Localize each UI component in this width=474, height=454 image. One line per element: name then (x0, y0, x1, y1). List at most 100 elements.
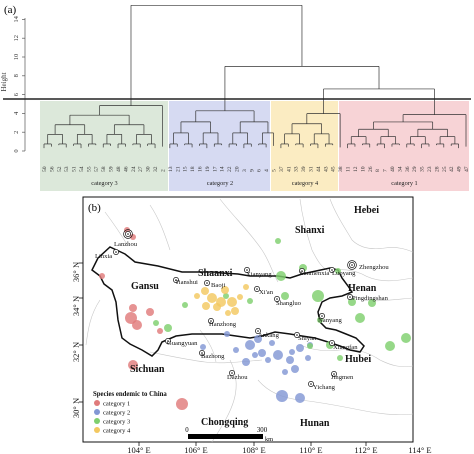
leaf-label: 43 (323, 166, 329, 172)
leaf-label: 33 (294, 166, 300, 172)
leaf-labels: 50 56 52 53 51 54 55 57 58 59 48 46 24 27 30 32 2 13 21 15 1… (42, 166, 470, 172)
leaf-label: 6 (257, 169, 263, 172)
city-marker-dot (231, 372, 233, 374)
occurrence-point (355, 313, 365, 323)
leaf-label: 56 (49, 166, 55, 172)
city-marker-dot (276, 298, 278, 300)
occurrence-point (247, 298, 253, 304)
province-gansu: Gansu (131, 281, 159, 292)
province-shaanxi: Shaanxi (198, 268, 233, 279)
legend-swatch (94, 400, 100, 406)
city-marker-dot (115, 251, 117, 253)
panel-a-label: (a) (4, 4, 17, 16)
leaf-label: 26 (368, 166, 374, 172)
leaf-label: 27 (138, 166, 144, 172)
city-marker-dot (333, 373, 335, 375)
occurrence-point (252, 352, 258, 358)
occurrence-point (200, 344, 206, 350)
occurrence-point (207, 293, 217, 303)
city-ankang: Ankang (258, 332, 280, 339)
leaf-label: 2 (160, 169, 166, 172)
occurrence-point (202, 302, 210, 310)
leaf-label: 16 (197, 166, 203, 172)
province-henan: Henan (348, 283, 377, 294)
province-hubei: Hubei (345, 354, 371, 365)
occurrence-point (296, 344, 304, 352)
city-xiangfan: Xiangfan (333, 344, 358, 351)
city-lanzhou: Lanzhou (114, 241, 138, 248)
leaf-label: 31 (309, 166, 315, 172)
leaf-label: 40 (390, 166, 396, 172)
city-pingdingshan: Pingdingshan (352, 295, 389, 302)
leaf-label: 24 (131, 166, 137, 172)
occurrence-point (276, 390, 288, 402)
city-marker-dot (256, 288, 258, 290)
y-tick-label: 12 (13, 35, 20, 42)
map-ticks (79, 262, 367, 446)
leaf-label: 35 (420, 166, 426, 172)
leaf-label: 14 (220, 166, 226, 172)
lat-label-34: 34° N (71, 296, 81, 316)
leaf-label: 30 (146, 166, 152, 172)
leaf-label: 20 (234, 166, 240, 172)
leaf-label: 47 (464, 166, 470, 172)
y-tick-label: 4 (13, 111, 20, 115)
y-tick-label: 2 (13, 131, 20, 134)
city-baoji: Baoji (211, 282, 225, 289)
province-names: Hebei Shanxi Shaanxi Henan Gansu Sichuan… (130, 205, 379, 429)
leaf-label: 49 (457, 166, 463, 172)
occurrence-point (254, 335, 262, 343)
city-marker-dot (310, 383, 312, 385)
occurrence-point (242, 358, 250, 366)
lon-label-112: 112° E (354, 445, 377, 454)
province-chongqing: Chongqing (201, 417, 248, 428)
occurrence-point (401, 333, 411, 343)
lon-label-110: 110° E (299, 445, 322, 454)
occurrence-point (368, 299, 376, 307)
occurrence-point (194, 293, 200, 299)
city-marker-dot (127, 233, 129, 235)
city-shiyan: Shiyan (298, 335, 317, 342)
leaf-label: 46 (123, 166, 129, 172)
capital-ring (123, 229, 133, 239)
city-marker-dot (331, 269, 333, 271)
cluster-labels: category 3 category 2 category 4 category 1 (91, 180, 417, 187)
leaf-label: 38 (338, 166, 344, 172)
occurrence-point (128, 360, 138, 370)
lon-label-104: 104° E (127, 445, 150, 454)
occurrence-point (245, 340, 255, 350)
y-axis-label: Height (0, 72, 8, 91)
province-shanxi: Shanxi (295, 225, 325, 236)
city-sanmenxia: Sanmenxia (300, 270, 329, 277)
dendrogram-tree (43, 4, 467, 149)
leaf-label: 3 (242, 169, 248, 172)
occurrence-point (269, 340, 275, 346)
legend-item-label: category 2 (103, 410, 130, 417)
occurrence-point (258, 349, 266, 357)
lon-label-114: 114° E (408, 445, 431, 454)
y-tick-label: 6 (13, 92, 20, 96)
occurrence-point (182, 302, 188, 308)
panel-b-label: (b) (88, 202, 101, 214)
cluster-box (271, 101, 338, 191)
leaf-label: 42 (449, 166, 455, 172)
leaf-label: 52 (57, 166, 63, 172)
leaf-label: 23 (427, 166, 433, 172)
occurrence-point (312, 290, 324, 302)
occurrence-point (157, 328, 163, 334)
occurrence-point (132, 320, 142, 330)
city-hanzhong: Hanzhong (209, 321, 237, 328)
occurrence-point (129, 304, 137, 312)
leaf-label: 58 (101, 166, 107, 172)
city-guangyuan: Guangyuan (167, 340, 198, 347)
province-hebei: Hebei (354, 205, 379, 216)
legend-item-label: category 1 (103, 401, 130, 408)
scale-end: 300 (257, 427, 268, 434)
occurrence-point (289, 349, 295, 355)
city-xian: Xi'an (259, 289, 274, 296)
leaf-label: 59 (109, 166, 115, 172)
cluster-box (169, 101, 270, 191)
occurrence-point (243, 284, 249, 290)
occurrence-point (225, 310, 231, 316)
occurrence-point (286, 356, 294, 364)
